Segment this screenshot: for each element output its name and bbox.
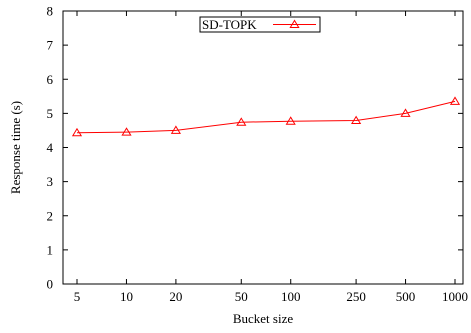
y-tick-label: 1 (47, 242, 54, 257)
x-axis-title: Bucket size (233, 311, 294, 326)
data-point-triangle (170, 125, 181, 134)
legend-label: SD-TOPK (202, 17, 257, 32)
y-tick-label: 4 (47, 140, 54, 155)
x-tick-label: 100 (281, 289, 301, 304)
x-tick-label: 50 (235, 289, 248, 304)
y-tick-label: 6 (47, 72, 54, 87)
x-tick-label: 10 (120, 289, 133, 304)
x-tick-label: 5 (74, 289, 81, 304)
x-axis-ticks: 5 10 20 50 100 250 500 1000 (74, 11, 468, 304)
data-point-triangle (121, 127, 132, 136)
y-tick-label: 2 (47, 208, 54, 223)
y-axis-ticks: 0 1 2 3 4 5 6 7 8 (47, 4, 463, 292)
plot-frame (62, 10, 464, 285)
x-tick-label: 1000 (442, 289, 468, 304)
legend-marker-triangle (289, 19, 300, 28)
data-point-triangle (449, 96, 461, 105)
data-point-triangle (351, 115, 362, 124)
y-tick-label: 0 (47, 277, 54, 292)
x-tick-label: 500 (396, 289, 416, 304)
y-tick-label: 8 (47, 4, 54, 19)
legend-box (199, 16, 321, 33)
y-tick-label: 3 (47, 174, 54, 189)
y-axis-title: Response time (s) (8, 101, 23, 194)
data-point-triangle (236, 117, 247, 126)
data-point-triangle (285, 116, 296, 125)
x-tick-label: 20 (169, 289, 182, 304)
y-tick-label: 5 (47, 106, 54, 121)
data-point-triangle (71, 127, 83, 137)
series-layer (71, 96, 461, 137)
legend: SD-TOPK (199, 16, 321, 33)
y-tick-label: 7 (47, 38, 54, 53)
x-tick-label: 250 (346, 289, 366, 304)
data-point-triangle (400, 108, 411, 117)
series-line (76, 100, 456, 134)
